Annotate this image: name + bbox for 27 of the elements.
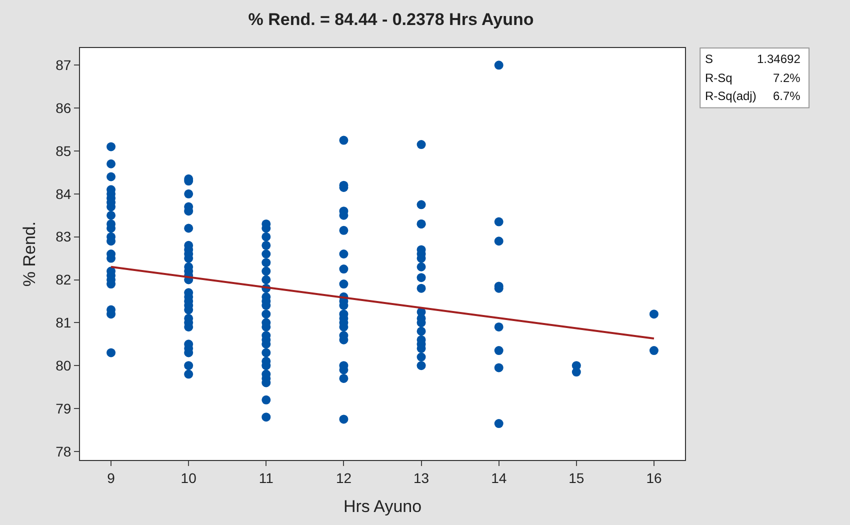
- x-tick-label: 16: [646, 470, 662, 486]
- y-tick-label: 82: [56, 272, 72, 288]
- y-tick-label: 85: [56, 142, 72, 159]
- x-tick-label: 15: [568, 470, 584, 486]
- x-tick-label: 14: [491, 470, 507, 486]
- text: S: [705, 52, 714, 66]
- text: R-Sq(adj): [705, 89, 756, 103]
- x-tick-label: 12: [336, 470, 352, 486]
- y-tick-label: 87: [56, 57, 72, 74]
- x-tick-label: 10: [180, 470, 197, 486]
- y-tick-label: 84: [56, 186, 72, 202]
- y-axis-title: % Rend.: [20, 221, 40, 287]
- text: R-Sq: [705, 71, 732, 85]
- x-axis-title: Hrs Ayuno: [343, 497, 422, 516]
- chart-title: % Rend. = 84.44 - 0.2378 Hrs Ayuno: [248, 10, 534, 30]
- x-tick-label: 11: [258, 470, 274, 486]
- text: 6.7%: [773, 89, 801, 103]
- x-tick-label: 13: [413, 470, 430, 486]
- text: 7.2%: [773, 71, 801, 85]
- y-tick-label: 80: [56, 357, 72, 374]
- y-tick-label: 81: [56, 314, 72, 331]
- x-tick-label: 9: [107, 470, 116, 486]
- y-tick-label: 79: [56, 400, 72, 416]
- y-tick-label: 83: [56, 228, 72, 245]
- y-tick-label: 86: [56, 100, 72, 116]
- y-tick-label: 78: [56, 443, 72, 460]
- text: 1.34692: [757, 52, 801, 66]
